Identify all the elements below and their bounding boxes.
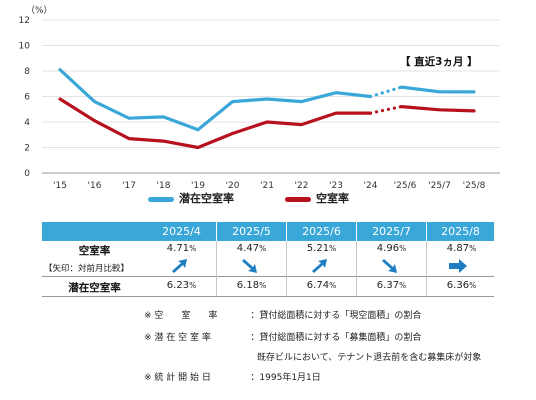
col-divider — [356, 241, 357, 296]
x-tick-label: '20 — [226, 181, 240, 190]
footnote: ※ 空 室 率：貸付総面積に対する「現空面積」の割合 — [144, 311, 422, 321]
y-tick-label: 2 — [24, 144, 30, 154]
series-recent-0 — [400, 85, 476, 94]
y-tick-label: 10 — [19, 42, 31, 52]
vacancy-row-label: 空室率 — [78, 245, 111, 257]
latent-value: 6.18% — [236, 280, 267, 291]
x-tick-labels: '15 '16 '17 '18 '19 '20 '21 '22 '23 '24 '25/6 '25/7… — [53, 181, 486, 190]
y-tick-label: 12 — [19, 16, 30, 26]
legend-swatch-latent — [148, 196, 174, 202]
y-tick-labels: 0 2 4 6 8 10 12 — [19, 16, 31, 179]
x-tick-label: '17 — [122, 181, 136, 190]
legend-label-latent: 潜在空室率 — [179, 192, 234, 205]
vacancy-row-sublabel: 【矢印：対前月比較】 — [44, 264, 130, 274]
table-header-row: 2025/4 2025/5 2025/6 2025/7 2025/8 — [42, 222, 494, 241]
y-tick-label: 4 — [24, 118, 30, 128]
row-divider — [42, 276, 494, 277]
col-divider — [426, 241, 427, 296]
arrow-right-icon — [449, 259, 467, 273]
vacancy-value: 4.96% — [376, 243, 407, 254]
y-tick-label: 8 — [24, 67, 30, 77]
series-dotted-1 — [368, 104, 404, 115]
month-header: 2025/4 — [162, 225, 201, 238]
vacancy-value: 5.21% — [306, 243, 337, 254]
x-tick-label: '22 — [295, 181, 309, 190]
footnote: ※ 潜 在 空 室 率：貸付総面積に対する「募集面積」の割合 — [144, 333, 422, 343]
footnote-continued: 既存ビルにおいて、テナント退去前を含む募集床が対象 — [257, 353, 482, 363]
legend-label-vacancy: 空室率 — [316, 192, 349, 205]
x-tick-label: '21 — [260, 181, 274, 190]
x-tick-label: '25/7 — [428, 181, 451, 190]
latent-value: 6.36% — [446, 280, 477, 291]
latent-value: 6.74% — [306, 280, 337, 291]
arrow-down-icon — [382, 259, 397, 273]
col-divider — [216, 241, 217, 296]
x-tick-label: '19 — [191, 181, 205, 190]
x-tick-label: '23 — [329, 181, 343, 190]
latent-value: 6.37% — [376, 280, 407, 291]
header-divider — [426, 222, 427, 241]
legend-item-vacancy: 空室率 — [285, 190, 349, 206]
legend: 潜在空室率 空室率 — [0, 190, 536, 206]
latent-value: 6.23% — [166, 280, 197, 291]
vacancy-value: 4.87% — [446, 243, 477, 254]
header-divider — [286, 222, 287, 241]
arrow-down-icon — [242, 259, 257, 273]
footnote: ※ 統 計 開 始 日：1995年1月1日 — [144, 373, 321, 383]
vacancy-value: 4.47% — [236, 243, 267, 254]
series-line-0 — [58, 68, 373, 132]
x-tick-label: '25/6 — [394, 181, 417, 190]
series-recent-1 — [400, 104, 476, 113]
month-header: 2025/7 — [372, 225, 411, 238]
col-divider — [286, 241, 287, 296]
series-lines — [58, 68, 476, 150]
month-header: 2025/8 — [441, 225, 480, 238]
header-divider — [356, 222, 357, 241]
x-tick-label: '25/8 — [463, 181, 486, 190]
x-tick-label: '15 — [53, 181, 67, 190]
x-tick-label: '18 — [157, 181, 171, 190]
y-tick-label: 6 — [24, 93, 30, 103]
line-chart: 0 2 4 6 8 10 12 '15 '16 '17 '18 '19 '20 '21 '22 '23 '24… — [19, 5, 500, 190]
header-divider — [216, 222, 217, 241]
gridlines — [42, 19, 500, 174]
x-tick-label: '24 — [364, 181, 378, 190]
arrow-up-icon — [172, 259, 187, 273]
recent-months-annotation: 【 直近3ヵ月 】 — [400, 55, 478, 68]
y-tick-label: 0 — [24, 169, 30, 179]
legend-item-latent: 潜在空室率 — [148, 190, 234, 206]
y-unit-label: （%） — [26, 5, 53, 16]
table-bottom-line — [42, 296, 494, 297]
month-header: 2025/5 — [232, 225, 271, 238]
month-header: 2025/6 — [302, 225, 341, 238]
series-dotted-0 — [368, 85, 404, 99]
series-line-1 — [58, 97, 373, 150]
arrow-up-icon — [312, 259, 327, 273]
latent-row-label: 潜在空室率 — [68, 282, 121, 294]
vacancy-table: 2025/4 2025/5 2025/6 2025/7 2025/8 空室率 【… — [42, 222, 494, 297]
vacancy-value: 4.71% — [166, 243, 197, 254]
x-tick-label: '16 — [88, 181, 102, 190]
legend-swatch-vacancy — [285, 196, 311, 202]
